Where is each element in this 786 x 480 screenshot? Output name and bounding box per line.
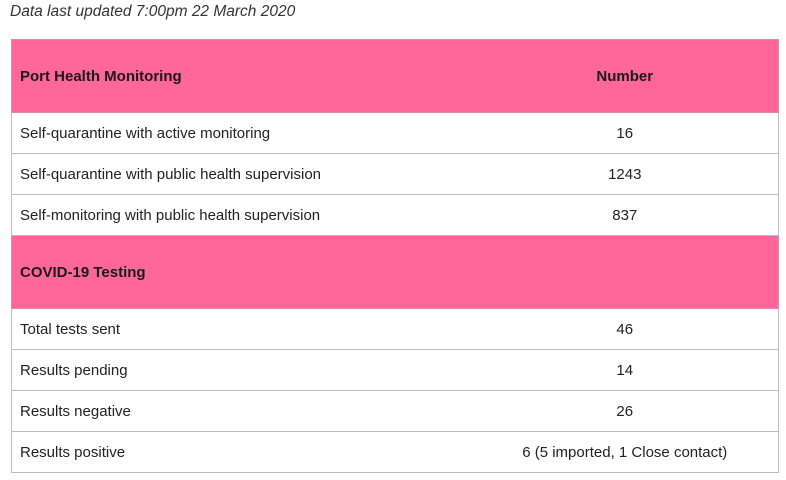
row-label: Self-monitoring with public health super… — [11, 194, 472, 236]
column-header-number: Number — [471, 39, 779, 113]
row-label: Results pending — [11, 349, 472, 391]
row-value: 26 — [471, 390, 779, 432]
table-row: Self-monitoring with public health super… — [11, 194, 779, 236]
section-header-port-health: Port Health Monitoring Number — [11, 39, 779, 113]
row-value: 837 — [471, 194, 779, 236]
row-value: 46 — [471, 308, 779, 350]
table-row: Results negative 26 — [11, 390, 779, 432]
table-row: Self-quarantine with active monitoring 1… — [11, 112, 779, 154]
statistics-table: Port Health Monitoring Number Self-quara… — [11, 39, 779, 473]
column-header-empty — [471, 235, 779, 309]
row-value: 14 — [471, 349, 779, 391]
section-header-covid-testing: COVID-19 Testing — [11, 235, 779, 309]
row-label: Self-quarantine with public health super… — [11, 153, 472, 195]
row-label: Total tests sent — [11, 308, 472, 350]
row-value: 6 (5 imported, 1 Close contact) — [471, 431, 779, 473]
section-title: COVID-19 Testing — [11, 235, 472, 309]
table-row: Total tests sent 46 — [11, 308, 779, 350]
table-row: Results positive 6 (5 imported, 1 Close … — [11, 431, 779, 473]
table-row: Results pending 14 — [11, 349, 779, 391]
row-label: Results positive — [11, 431, 472, 473]
row-value: 1243 — [471, 153, 779, 195]
row-label: Results negative — [11, 390, 472, 432]
last-updated-note: Data last updated 7:00pm 22 March 2020 — [10, 3, 296, 20]
section-title: Port Health Monitoring — [11, 39, 472, 113]
table-row: Self-quarantine with public health super… — [11, 153, 779, 195]
row-value: 16 — [471, 112, 779, 154]
row-label: Self-quarantine with active monitoring — [11, 112, 472, 154]
